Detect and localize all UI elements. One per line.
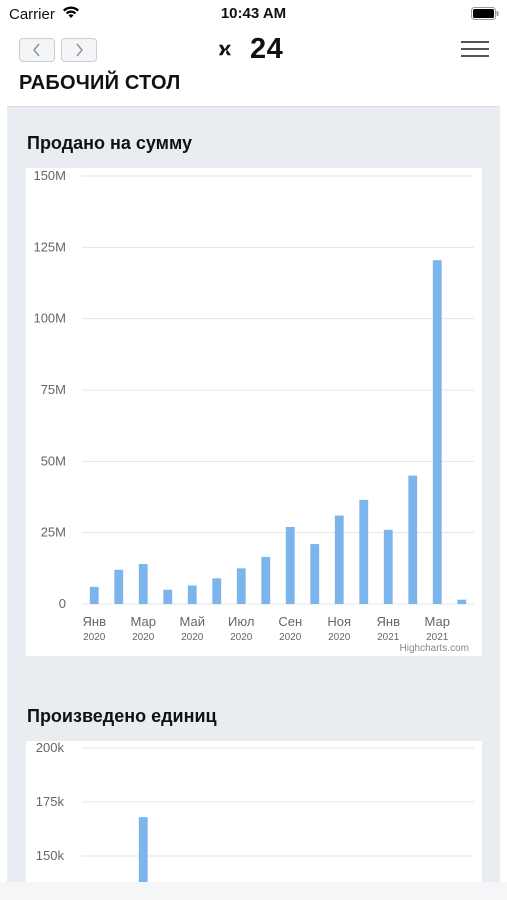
bar[interactable]	[114, 569, 124, 604]
logo-text: 24	[250, 33, 284, 65]
x-tick-year: 2020	[132, 632, 155, 643]
battery-icon	[471, 7, 499, 20]
y-tick-label: 75M	[41, 382, 66, 397]
x-tick-year: 2021	[426, 632, 449, 643]
bar[interactable]	[187, 585, 197, 604]
wifi-icon	[63, 6, 79, 18]
bar[interactable]	[138, 817, 148, 882]
x-tick-label: Мар	[131, 614, 156, 629]
y-tick-label: 50M	[41, 453, 66, 468]
x-tick-label: Май	[180, 614, 205, 629]
page-title: РАБОЧИЙ СТОЛ	[19, 72, 181, 94]
bar[interactable]	[359, 499, 369, 604]
x-tick-label: Июл	[228, 614, 254, 629]
x-tick-label: Мар	[425, 614, 450, 629]
sold-chart-title: Продано на сумму	[27, 133, 193, 153]
bar[interactable]	[334, 515, 344, 604]
bar[interactable]	[285, 526, 295, 604]
dashboard-content[interactable]: Продано на сумму 0 25M 50M 75M 100M 125M 150M Я…	[7, 106, 500, 882]
status-bar: Carrier 10:43 AM	[0, 0, 507, 28]
x-tick-label: Сен	[278, 614, 302, 629]
sold-chart: 0 25M 50M 75M 100M 125M 150M Янв 2020 Мар 2020 Май 2…	[26, 168, 482, 656]
x-tick-year: 2020	[181, 632, 204, 643]
chevron-left-icon	[33, 43, 40, 57]
y-tick-label: 100M	[33, 311, 66, 326]
x-tick-year: 2020	[83, 632, 106, 643]
produced-chart-title: Произведено единиц	[27, 706, 217, 726]
bar[interactable]	[383, 529, 393, 604]
y-tick-label: 200k	[36, 741, 65, 755]
bar[interactable]	[432, 260, 442, 604]
y-tick-label: 125M	[33, 239, 66, 254]
logo-icon	[218, 44, 231, 56]
x-tick-year: 2021	[377, 632, 400, 643]
x-tick-label: Ноя	[327, 614, 351, 629]
bar[interactable]	[138, 564, 148, 604]
x-tick-year: 2020	[230, 632, 253, 643]
forward-button[interactable]	[61, 38, 97, 62]
chevron-right-icon	[76, 43, 83, 57]
x-tick-year: 2020	[279, 632, 302, 643]
produced-chart: 200k 175k 150k	[26, 741, 482, 882]
highcharts-credits[interactable]: Highcharts.com	[400, 643, 469, 654]
bar[interactable]	[163, 589, 173, 604]
x-tick-year: 2020	[328, 632, 351, 643]
bar[interactable]	[457, 599, 467, 604]
y-tick-label: 175k	[36, 794, 65, 809]
x-tick-label: Янв	[83, 614, 107, 629]
bar[interactable]	[212, 578, 222, 604]
produced-chart-svg: 200k 175k 150k	[36, 741, 474, 882]
y-tick-label: 150M	[33, 168, 66, 183]
back-button[interactable]	[19, 38, 55, 62]
y-tick-label: 150k	[36, 848, 65, 863]
clock: 10:43 AM	[220, 5, 287, 22]
y-tick-label: 25M	[41, 525, 66, 540]
y-tick-label: 0	[59, 596, 66, 611]
bar[interactable]	[261, 556, 271, 604]
bottom-bar	[0, 882, 507, 900]
sold-chart-svg: 0 25M 50M 75M 100M 125M 150M Янв 2020 Мар 2020 Май 2…	[33, 168, 474, 654]
x-tick-label: Янв	[377, 614, 401, 629]
bar[interactable]	[408, 475, 418, 604]
hamburger-menu-icon[interactable]	[461, 39, 489, 59]
bar[interactable]	[89, 586, 99, 604]
carrier-label: Carrier	[9, 6, 55, 23]
bar[interactable]	[236, 568, 246, 604]
bar[interactable]	[310, 544, 320, 604]
